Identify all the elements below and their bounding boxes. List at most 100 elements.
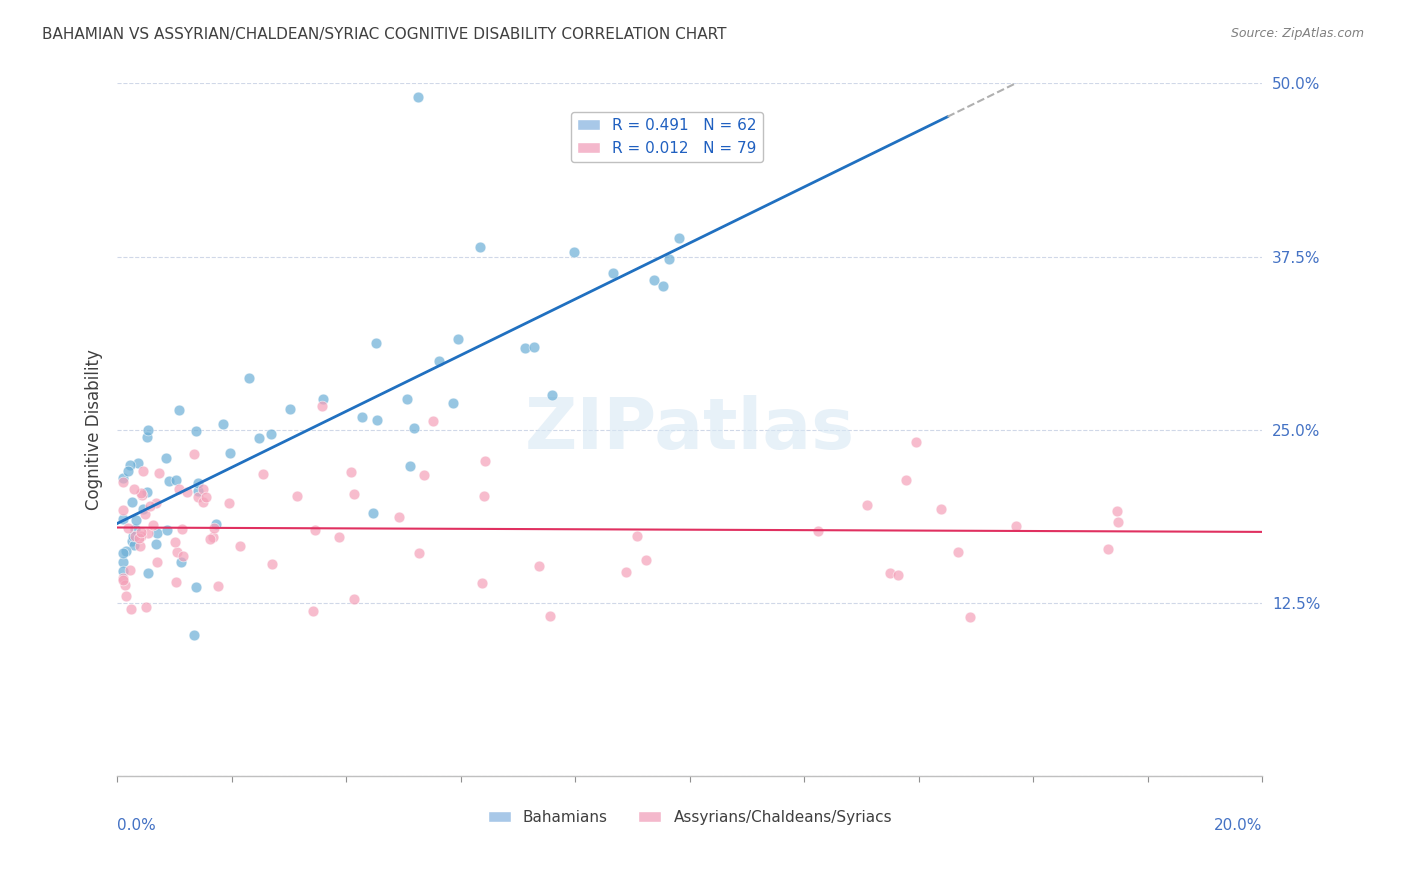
Bahamians [658,252,681,267]
Bahamians [441,396,464,410]
Assyrians/Chaldeans/Syriacs [879,566,901,580]
Bahamians [513,341,536,355]
Bahamians [406,90,429,104]
Bahamians [155,451,177,466]
Assyrians/Chaldeans/Syriacs [187,490,209,504]
Assyrians/Chaldeans/Syriacs [1097,541,1119,556]
Bahamians [643,273,665,287]
Assyrians/Chaldeans/Syriacs [339,465,361,479]
Bahamians [468,240,491,254]
Bahamians [184,425,207,439]
Bahamians [170,555,193,569]
Bahamians [364,336,387,351]
Bahamians [447,333,470,347]
Assyrians/Chaldeans/Syriacs [165,574,187,589]
Assyrians/Chaldeans/Syriacs [120,601,142,615]
Assyrians/Chaldeans/Syriacs [198,532,221,546]
Bahamians [395,392,418,406]
Bahamians [127,456,149,470]
Text: BAHAMIAN VS ASSYRIAN/CHALDEAN/SYRIAC COGNITIVE DISABILITY CORRELATION CHART: BAHAMIAN VS ASSYRIAN/CHALDEAN/SYRIAC COG… [42,27,727,42]
Assyrians/Chaldeans/Syriacs [328,530,350,544]
Assyrians/Chaldeans/Syriacs [131,488,153,502]
Bahamians [562,245,585,260]
Bahamians [350,410,373,425]
Bahamians [602,266,624,280]
Bahamians [652,279,675,293]
Assyrians/Chaldeans/Syriacs [207,579,229,593]
Assyrians/Chaldeans/Syriacs [218,496,240,510]
Assyrians/Chaldeans/Syriacs [129,486,152,500]
Assyrians/Chaldeans/Syriacs [886,567,908,582]
Assyrians/Chaldeans/Syriacs [111,475,134,489]
Assyrians/Chaldeans/Syriacs [193,482,215,496]
Bahamians [117,464,139,478]
Bahamians [135,485,157,500]
Assyrians/Chaldeans/Syriacs [474,489,496,503]
Bahamians [187,484,209,499]
Assyrians/Chaldeans/Syriacs [252,467,274,482]
Assyrians/Chaldeans/Syriacs [132,464,155,478]
Bahamians [165,473,187,487]
Assyrians/Chaldeans/Syriacs [170,522,193,536]
Bahamians [124,522,146,536]
Assyrians/Chaldeans/Syriacs [1107,516,1129,530]
Assyrians/Chaldeans/Syriacs [614,565,637,579]
Text: ZIPatlas: ZIPatlas [524,395,855,465]
Assyrians/Chaldeans/Syriacs [471,576,494,591]
Bahamians [205,516,228,531]
Assyrians/Chaldeans/Syriacs [117,521,139,535]
Bahamians [523,340,546,354]
Assyrians/Chaldeans/Syriacs [304,523,326,537]
Assyrians/Chaldeans/Syriacs [474,453,496,467]
Assyrians/Chaldeans/Syriacs [287,489,309,503]
Assyrians/Chaldeans/Syriacs [388,509,411,524]
Bahamians [121,495,143,509]
Bahamians [668,231,690,245]
Assyrians/Chaldeans/Syriacs [301,604,323,618]
Assyrians/Chaldeans/Syriacs [343,487,366,501]
Assyrians/Chaldeans/Syriacs [114,578,136,592]
Bahamians [186,476,208,491]
Bahamians [540,388,562,402]
Assyrians/Chaldeans/Syriacs [135,599,157,614]
Bahamians [125,512,148,526]
Y-axis label: Cognitive Disability: Cognitive Disability [86,350,103,510]
Legend: Bahamians, Assyrians/Chaldeans/Syriacs: Bahamians, Assyrians/Chaldeans/Syriacs [481,804,898,831]
Assyrians/Chaldeans/Syriacs [538,609,561,624]
Bahamians [398,459,420,474]
Assyrians/Chaldeans/Syriacs [122,482,145,496]
Bahamians [278,402,301,417]
Bahamians [111,555,134,569]
Assyrians/Chaldeans/Syriacs [111,571,134,585]
Bahamians [146,525,169,540]
Assyrians/Chaldeans/Syriacs [311,399,333,413]
Bahamians [366,413,388,427]
Assyrians/Chaldeans/Syriacs [142,518,165,533]
Assyrians/Chaldeans/Syriacs [896,473,918,487]
Bahamians [138,423,160,437]
Bahamians [132,502,155,516]
Assyrians/Chaldeans/Syriacs [229,539,252,553]
Assyrians/Chaldeans/Syriacs [626,529,648,543]
Text: 20.0%: 20.0% [1215,818,1263,833]
Assyrians/Chaldeans/Syriacs [527,559,550,574]
Bahamians [183,628,205,642]
Assyrians/Chaldeans/Syriacs [139,499,162,513]
Assyrians/Chaldeans/Syriacs [856,498,879,512]
Bahamians [219,446,242,460]
Assyrians/Chaldeans/Syriacs [1005,519,1028,533]
Bahamians [122,528,145,542]
Assyrians/Chaldeans/Syriacs [136,526,159,541]
Assyrians/Chaldeans/Syriacs [412,468,434,483]
Bahamians [111,512,134,526]
Bahamians [212,417,235,431]
Assyrians/Chaldeans/Syriacs [134,507,156,521]
Assyrians/Chaldeans/Syriacs [201,531,224,545]
Assyrians/Chaldeans/Syriacs [636,553,658,567]
Assyrians/Chaldeans/Syriacs [959,610,981,624]
Assyrians/Chaldeans/Syriacs [148,466,170,480]
Assyrians/Chaldeans/Syriacs [145,555,167,569]
Bahamians [111,471,134,485]
Assyrians/Chaldeans/Syriacs [262,557,284,571]
Bahamians [124,538,146,552]
